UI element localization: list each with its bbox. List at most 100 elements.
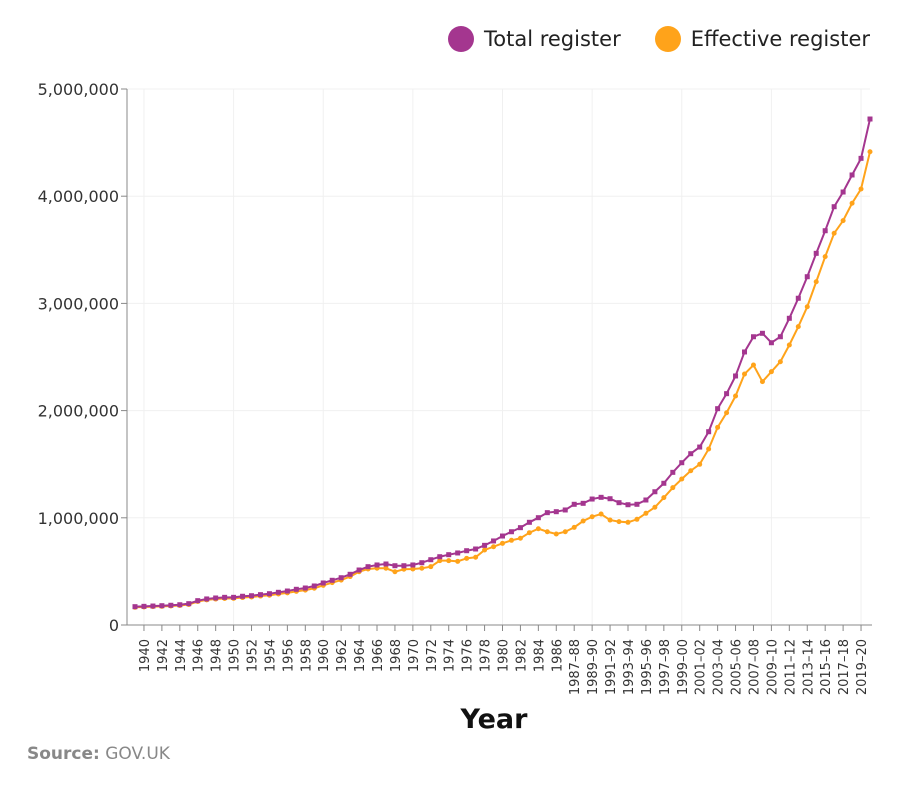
x-tick-label: 1964	[353, 639, 368, 672]
x-tick-label: 2005–06	[730, 639, 745, 695]
data-point	[446, 558, 452, 564]
data-point	[500, 540, 505, 546]
x-tick-label: 1974	[443, 639, 458, 672]
x-tick-label: 1962	[335, 639, 350, 672]
data-point	[598, 494, 604, 500]
y-tick-label: 3,000,000	[38, 294, 119, 313]
legend: Total register Effective register	[448, 26, 870, 52]
x-tick-label: 1940	[138, 639, 153, 672]
data-point	[508, 529, 514, 535]
series-effective-register	[132, 149, 873, 610]
data-point	[553, 509, 559, 515]
data-point	[508, 537, 514, 543]
data-point	[634, 501, 640, 507]
data-point	[661, 480, 667, 486]
data-point	[455, 558, 461, 564]
data-point	[419, 565, 425, 571]
x-tick-label: 1978	[479, 639, 494, 672]
data-point	[437, 554, 443, 560]
data-point	[293, 586, 299, 592]
data-point	[697, 444, 703, 450]
data-point	[867, 116, 873, 122]
x-tick-label: 1976	[461, 639, 476, 672]
x-tick-label: 1995–96	[640, 639, 655, 695]
data-point	[231, 594, 237, 600]
data-point	[329, 577, 335, 583]
x-tick-label: 2015–16	[819, 639, 834, 695]
data-point	[419, 560, 425, 566]
data-point	[742, 371, 748, 377]
data-point	[750, 334, 756, 340]
x-tick-label: 1997–98	[658, 639, 673, 695]
data-point	[204, 596, 210, 602]
data-point	[831, 204, 837, 210]
x-tick-label: 1944	[174, 639, 189, 672]
data-point	[571, 524, 577, 530]
data-point	[383, 565, 389, 571]
data-point	[849, 200, 855, 206]
data-point	[786, 315, 792, 321]
data-point	[428, 564, 434, 570]
data-point	[437, 558, 443, 564]
data-point	[607, 496, 613, 502]
x-tick-label: 2013–14	[801, 639, 816, 695]
data-point	[338, 575, 344, 581]
legend-swatch-total	[448, 26, 474, 52]
legend-item-effective[interactable]: Effective register	[654, 26, 870, 52]
x-tick-label: 1960	[317, 639, 332, 672]
x-tick-label: 1968	[389, 639, 404, 672]
data-point	[410, 566, 416, 572]
data-point	[500, 533, 505, 539]
x-tick-label: 1987–88	[568, 639, 583, 695]
data-point	[177, 602, 183, 608]
data-point	[159, 603, 165, 609]
data-point	[401, 563, 407, 569]
data-point	[365, 564, 371, 570]
data-point	[562, 529, 568, 535]
y-tick-label: 0	[109, 616, 119, 635]
data-point	[733, 373, 739, 379]
data-point	[795, 324, 801, 330]
data-point	[544, 510, 550, 516]
data-point	[759, 330, 765, 336]
x-axis-title: Year	[460, 704, 529, 735]
data-point	[482, 542, 488, 548]
legend-swatch-effective	[654, 26, 681, 52]
data-point	[535, 526, 541, 532]
data-point	[742, 349, 748, 355]
x-tick-label: 1984	[532, 639, 547, 672]
data-point	[777, 334, 783, 340]
data-point	[446, 552, 452, 558]
legend-label-effective: Effective register	[690, 27, 870, 51]
series-total-register	[132, 116, 873, 610]
x-tick-label: 2001–02	[694, 639, 709, 695]
y-tick-label: 4,000,000	[38, 187, 119, 206]
data-point	[867, 149, 873, 155]
data-point	[849, 172, 855, 178]
data-point	[858, 155, 864, 161]
data-point	[589, 496, 595, 502]
data-point	[132, 604, 138, 610]
x-tick-label: 2007–08	[747, 639, 762, 695]
data-point	[428, 557, 434, 563]
data-point	[150, 603, 156, 609]
data-point	[688, 468, 694, 474]
data-point	[141, 603, 147, 609]
data-point	[813, 250, 819, 256]
data-point	[275, 589, 281, 595]
data-point	[311, 583, 317, 589]
data-point	[777, 359, 783, 365]
data-point	[706, 429, 712, 435]
data-point	[491, 544, 497, 550]
data-point	[652, 504, 658, 510]
data-point	[670, 469, 676, 475]
data-point	[222, 594, 228, 600]
data-point	[320, 580, 326, 586]
data-point	[284, 588, 290, 594]
data-point	[213, 595, 219, 601]
data-point	[571, 501, 577, 507]
data-point	[607, 517, 613, 523]
legend-item-total[interactable]: Total register	[448, 26, 621, 52]
x-tick-label: 1948	[210, 639, 225, 672]
